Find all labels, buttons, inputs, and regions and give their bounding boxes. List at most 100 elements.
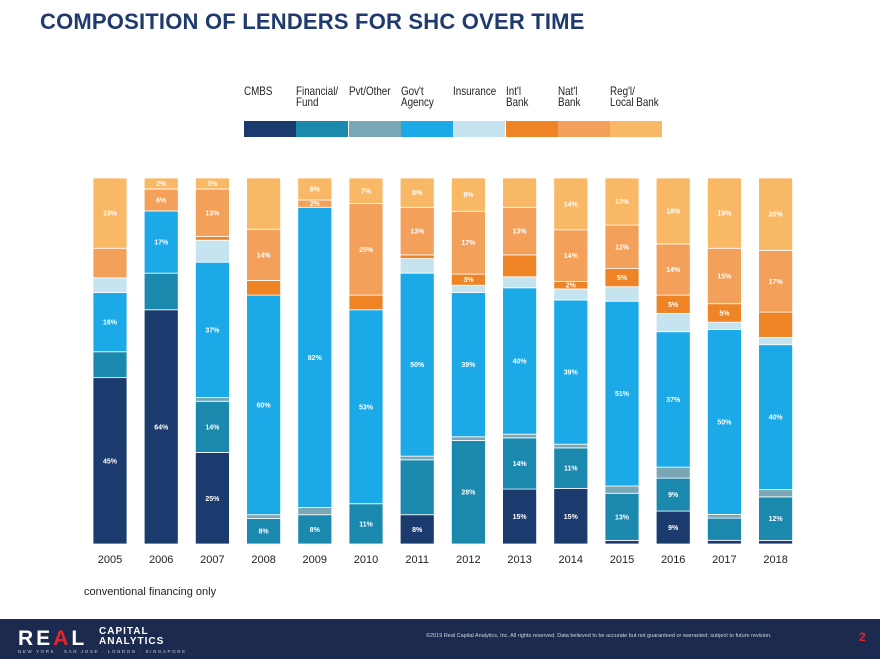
data-label: 50% (410, 362, 425, 369)
data-label: 39% (461, 362, 476, 369)
bar-segment (758, 250, 793, 313)
data-label: 6% (310, 186, 321, 193)
legend-swatch (453, 121, 506, 137)
bar-segment (604, 286, 640, 302)
bar-segment (604, 224, 640, 269)
bar-segment (450, 436, 486, 441)
bar-segment (655, 313, 691, 333)
data-label: 45% (103, 458, 118, 465)
data-label: 8% (412, 527, 423, 534)
bar-segment (194, 452, 230, 545)
data-label: 13% (410, 229, 425, 236)
bar-segment (707, 247, 742, 305)
x-tick-label: 2012 (456, 554, 480, 566)
bar-segment (553, 288, 589, 301)
bar-segment (450, 292, 486, 438)
footnote: conventional financing only (84, 586, 217, 598)
bar-segment (604, 492, 640, 541)
x-tick-label: 2018 (763, 554, 787, 566)
bar-segment (553, 488, 589, 545)
bar-segment (143, 177, 179, 190)
data-label: 3% (463, 277, 474, 284)
data-label: 16% (103, 320, 118, 327)
bar-segment (553, 229, 589, 282)
bar-segment (297, 206, 333, 508)
data-label: 37% (666, 397, 681, 404)
data-label: 53% (359, 404, 374, 411)
data-label: 37% (205, 327, 220, 334)
data-label: 17% (154, 240, 169, 247)
bar-segment (707, 517, 742, 541)
x-tick-label: 2014 (559, 554, 583, 566)
x-tick-label: 2007 (200, 554, 224, 566)
bar-segment (246, 177, 282, 230)
legend-label: Int'l Bank (505, 84, 528, 109)
bar-segment (707, 539, 742, 545)
data-label: 6% (156, 197, 167, 204)
data-label: 15% (564, 514, 579, 521)
bar-segment (707, 177, 742, 249)
legend-swatch (244, 121, 296, 137)
bar-segment (553, 177, 589, 231)
legend-swatch (610, 121, 663, 137)
bar-segment (502, 488, 538, 545)
bar-segment (450, 284, 486, 294)
bar-segment (502, 433, 538, 439)
page-number: 2 (859, 630, 866, 644)
data-label: 40% (513, 359, 528, 366)
bar-segment (297, 506, 333, 516)
bar-segment (502, 276, 538, 289)
x-tick-label: 2005 (98, 554, 122, 566)
office-cities: NEW YORK · SAN JOSE · LONDON · SINGAPORE (18, 649, 187, 654)
data-label: 5% (617, 275, 628, 282)
page-title: COMPOSITION OF LENDERS FOR SHC OVER TIME (40, 9, 585, 34)
bar-segment (758, 337, 793, 346)
data-label: 8% (259, 529, 270, 536)
legend-label: Gov't Agency (400, 84, 434, 109)
data-label: 14% (257, 252, 272, 259)
bar-segment (92, 377, 128, 545)
bar-segment (194, 177, 230, 190)
bar-segment (553, 443, 589, 449)
data-label: 25% (205, 496, 220, 503)
bar-segment (758, 177, 793, 251)
data-label: 60% (257, 402, 272, 409)
bar-segment (297, 177, 333, 201)
bar-segment (450, 440, 486, 545)
bar-segment (348, 203, 384, 296)
bar-segment (655, 466, 691, 479)
copyright-notice: ©2019 Real Capital Analytics, Inc. All r… (426, 633, 772, 639)
bar-segment (707, 329, 742, 515)
data-label: 7% (361, 188, 372, 195)
data-label: 5% (719, 310, 730, 317)
bar-segment (194, 239, 230, 263)
stacked-bar-chart: 45% 16% 19% 2005 64% 17% 6% 2% 2006 25% 14% 37% 13% 3… (92, 177, 793, 566)
bar-segment (194, 188, 230, 237)
data-label: 64% (154, 424, 169, 431)
data-label: 9% (668, 525, 679, 532)
bar-segment (399, 177, 435, 208)
bar-segment (450, 177, 486, 212)
bar-segment (348, 294, 384, 311)
data-label: 18% (666, 208, 681, 215)
bar-segment (246, 514, 282, 519)
bar-segment (143, 272, 179, 311)
legend-swatch (400, 121, 453, 137)
data-label: 17% (769, 279, 784, 286)
bar-segment (194, 261, 230, 398)
bar-segment (502, 206, 538, 256)
data-label: 15% (717, 273, 732, 280)
data-label: 19% (717, 211, 732, 218)
bar-segment (143, 210, 179, 274)
data-label: 14% (513, 461, 528, 468)
bar-segment (399, 206, 435, 256)
legend-label: CMBS (244, 84, 273, 98)
data-label: 11% (564, 466, 578, 473)
data-label: 13% (615, 199, 630, 206)
x-tick-label: 2008 (251, 554, 275, 566)
bar-segment (399, 258, 435, 274)
x-tick-label: 2006 (149, 554, 173, 566)
bar-segment (604, 300, 640, 487)
legend-label: Reg'l/ Local Bank (610, 84, 659, 109)
data-label: 12% (769, 516, 784, 523)
